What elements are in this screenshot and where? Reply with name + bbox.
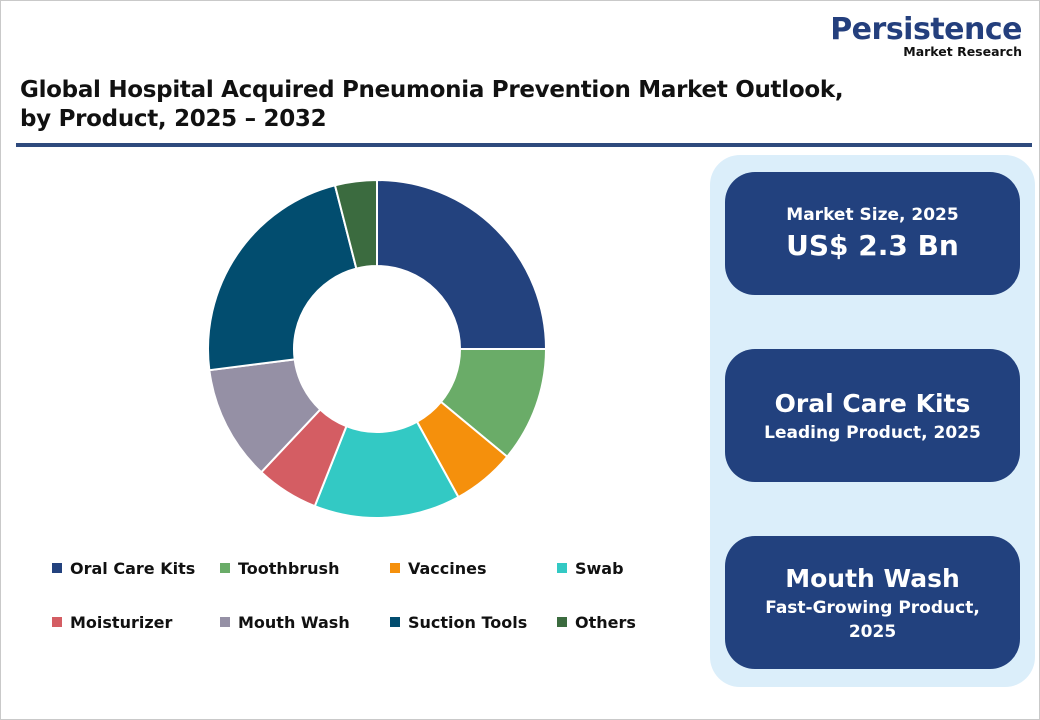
legend-item-swab: Swab [557, 556, 677, 580]
legend-label: Others [575, 612, 636, 632]
page-title: Global Hospital Acquired Pneumonia Preve… [20, 76, 920, 134]
donut-slice-oral-care-kits [376, 178, 548, 350]
legend-item-toothbrush: Toothbrush [220, 556, 390, 580]
legend-swatch-icon [557, 563, 567, 573]
donut-chart [200, 172, 554, 526]
legend-label: Toothbrush [238, 558, 340, 578]
market-size-value: US$ 2.3 Bn [786, 228, 959, 262]
legend-item-mouth-wash: Mouth Wash [220, 610, 390, 634]
legend-label: Oral Care Kits [70, 558, 196, 578]
title-line-2: by Product, 2025 – 2032 [20, 106, 327, 132]
chart-legend: Oral Care Kits Toothbrush Vaccines Swab Mois… [52, 556, 672, 634]
fastest-growing-card: Mouth Wash Fast-Growing Product, 2025 [725, 536, 1020, 669]
donut-slice-suction-tools [207, 184, 358, 372]
legend-swatch-icon [52, 617, 62, 627]
legend-item-oral-care-kits: Oral Care Kits [52, 556, 220, 580]
market-size-card: Market Size, 2025 US$ 2.3 Bn [725, 172, 1020, 295]
leading-product-card: Oral Care Kits Leading Product, 2025 [725, 349, 1020, 482]
legend-swatch-icon [220, 617, 230, 627]
leading-product-value: Oral Care Kits [774, 388, 971, 418]
persistence-logo: Persistence Market Research [830, 14, 1022, 59]
legend-item-moisturizer: Moisturizer [52, 610, 220, 634]
legend-item-vaccines: Vaccines [390, 556, 557, 580]
legend-item-suction-tools: Suction Tools [390, 610, 557, 634]
leading-product-label: Leading Product, 2025 [764, 422, 981, 443]
legend-swatch-icon [557, 617, 567, 627]
legend-label: Vaccines [408, 558, 487, 578]
logo-subtitle: Market Research [903, 44, 1022, 59]
legend-swatch-icon [390, 617, 400, 627]
donut-chart-svg [207, 178, 548, 519]
market-size-label: Market Size, 2025 [786, 204, 959, 225]
legend-label: Suction Tools [408, 612, 528, 632]
legend-item-others: Others [557, 610, 677, 634]
logo-wordmark: Persistence [830, 12, 1022, 47]
fastest-growing-value: Mouth Wash [785, 563, 960, 593]
legend-swatch-icon [390, 563, 400, 573]
legend-label: Mouth Wash [238, 612, 350, 632]
legend-label: Moisturizer [70, 612, 173, 632]
legend-swatch-icon [52, 563, 62, 573]
donut-slice-others [333, 178, 378, 270]
fastest-growing-label: Fast-Growing Product, 2025 [765, 597, 980, 642]
title-line-1: Global Hospital Acquired Pneumonia Preve… [20, 77, 844, 103]
legend-label: Swab [575, 558, 624, 578]
title-underline [16, 143, 1032, 147]
legend-swatch-icon [220, 563, 230, 573]
